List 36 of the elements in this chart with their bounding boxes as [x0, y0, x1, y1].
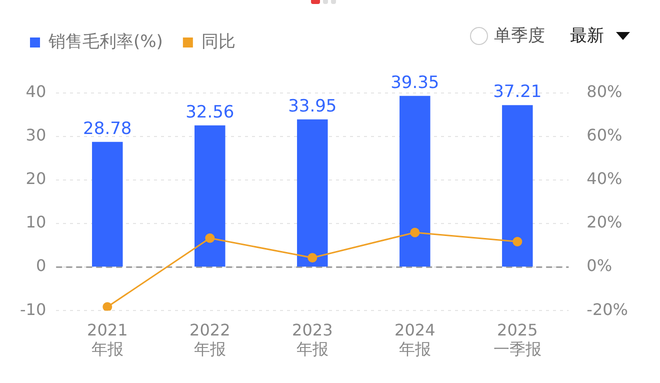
- data-label: 28.78: [83, 118, 132, 139]
- x-tick-label: 2022 年报: [190, 320, 230, 359]
- y2-tick-label: -20%: [586, 300, 628, 319]
- y-tick-label: -10: [20, 300, 46, 319]
- bar: [92, 142, 123, 267]
- text: 单季度: [494, 25, 545, 47]
- point: [205, 233, 215, 243]
- x-tick-label: 2024 年报: [394, 320, 436, 359]
- legend-label: 同比: [201, 32, 236, 52]
- text: 最新: [570, 25, 604, 47]
- legend-label: 销售毛利率(%): [48, 32, 163, 52]
- bar: [502, 105, 533, 267]
- y2-tick-label: 0%: [586, 256, 612, 276]
- x-tick-label: 2023 年报: [292, 320, 333, 359]
- y-tick-label: 30: [26, 126, 46, 145]
- data-label: 33.95: [288, 96, 337, 116]
- x-tick-label: 2025 一季报: [493, 320, 542, 359]
- x-tick-label: 2021 年报: [87, 320, 128, 359]
- y-tick-label: 10: [26, 212, 46, 232]
- y-tick-label: 40: [26, 82, 46, 102]
- y2-tick-label: 40%: [586, 169, 622, 188]
- point: [410, 228, 420, 238]
- y2-tick-label: 60%: [586, 126, 622, 145]
- y2-tick-label: 80%: [586, 82, 622, 102]
- data-label: 39.35: [390, 72, 440, 93]
- data-label: 37.21: [493, 82, 542, 102]
- y-tick-label: 0: [36, 256, 46, 276]
- point: [512, 236, 522, 246]
- data-label: 32.56: [186, 102, 234, 122]
- y-tick-label: 20: [26, 169, 46, 188]
- bar: [297, 119, 328, 267]
- bar: [400, 96, 430, 267]
- bar: [194, 125, 226, 267]
- y2-tick-label: 20%: [586, 212, 622, 232]
- point: [308, 252, 318, 262]
- point: [102, 302, 112, 311]
